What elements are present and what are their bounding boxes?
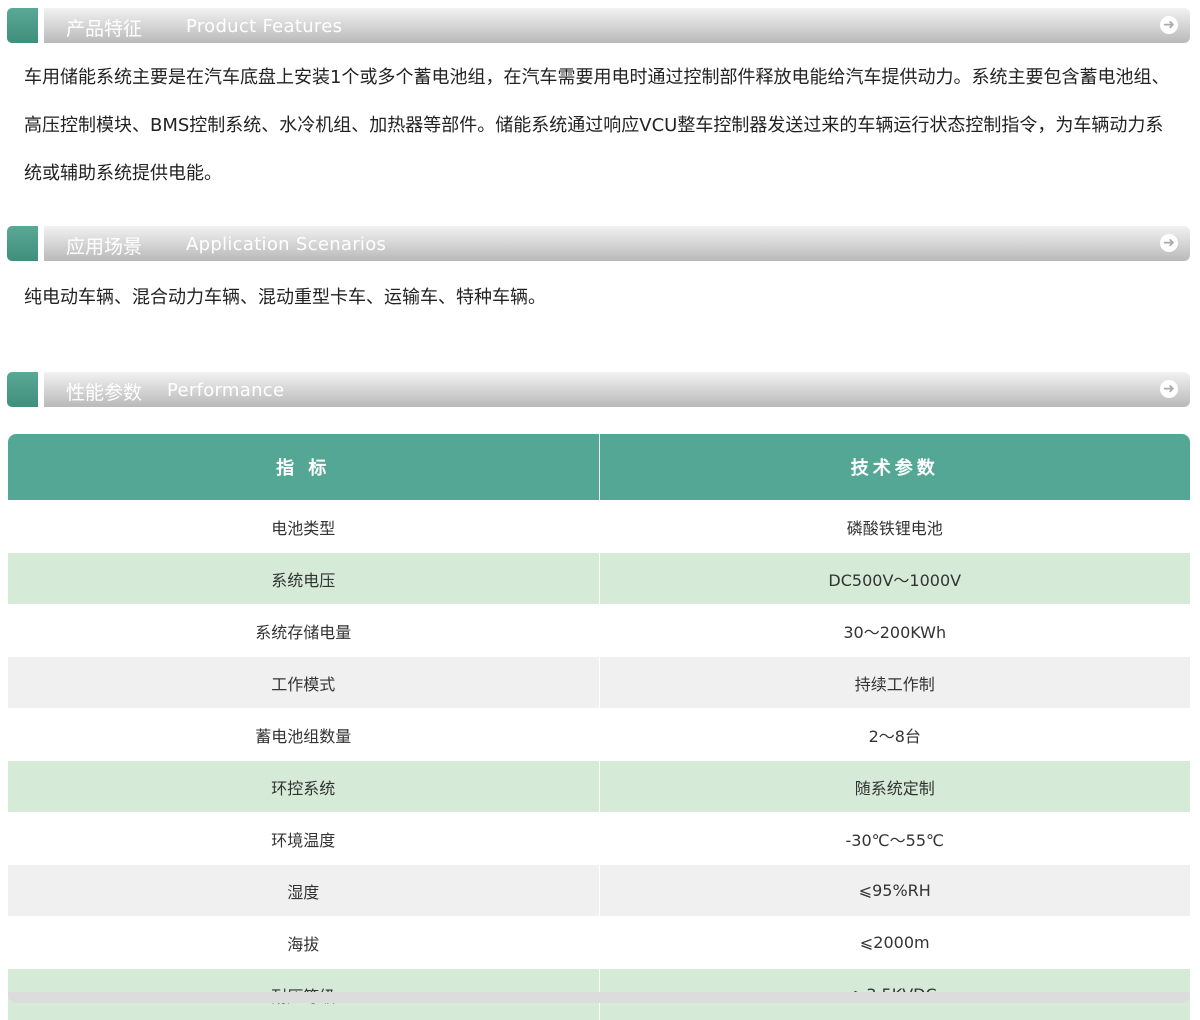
section-header-features: 产品特征 Product Features ➜ <box>7 8 1190 43</box>
indicator-cell: 蓄电池组数量 <box>8 709 599 761</box>
section-header-performance: 性能参数 Performance ➜ <box>7 372 1190 407</box>
parameter-cell: 磷酸铁锂电池 <box>599 501 1190 553</box>
indicator-cell: 环控系统 <box>8 761 599 813</box>
arrow-right-circle-icon[interactable]: ➜ <box>1160 16 1178 34</box>
table-row: 环境温度-30℃～55℃ <box>8 813 1190 865</box>
section-marker <box>7 226 38 261</box>
scenarios-text: 纯电动车辆、混合动力车辆、混动重型卡车、运输车、特种车辆。 <box>24 274 1174 322</box>
table-row: 电池类型磷酸铁锂电池 <box>8 501 1190 553</box>
section-title-cn: 产品特征 <box>66 14 142 41</box>
header-parameter: 技术参数 <box>599 434 1190 501</box>
parameter-cell: 2～8台 <box>599 709 1190 761</box>
table-row: 湿度⩽95%RH <box>8 865 1190 917</box>
parameter-cell: ⩽2000m <box>599 917 1190 969</box>
parameter-cell: ⩽95%RH <box>599 865 1190 917</box>
indicator-cell: 环境温度 <box>8 813 599 865</box>
indicator-cell: 电池类型 <box>8 501 599 553</box>
arrow-right-circle-icon[interactable]: ➜ <box>1160 380 1178 398</box>
indicator-cell: 系统电压 <box>8 553 599 605</box>
section-title-en: Performance <box>167 380 284 401</box>
table-row: 工作模式持续工作制 <box>8 657 1190 709</box>
section-title-en: Application Scenarios <box>186 234 386 255</box>
section-header-scenarios: 应用场景 Application Scenarios ➜ <box>7 226 1190 261</box>
indicator-cell: 工作模式 <box>8 657 599 709</box>
parameter-cell: DC500V～1000V <box>599 553 1190 605</box>
section-marker <box>7 372 38 407</box>
table-row: 环控系统随系统定制 <box>8 761 1190 813</box>
parameter-cell: -30℃～55℃ <box>599 813 1190 865</box>
section-title-cn: 性能参数 <box>66 378 142 405</box>
indicator-cell: 系统存储电量 <box>8 605 599 657</box>
table-footer <box>8 992 1190 1003</box>
section-marker <box>7 8 38 43</box>
indicator-cell: 湿度 <box>8 865 599 917</box>
parameter-cell: 30～200KWh <box>599 605 1190 657</box>
features-text: 车用储能系统主要是在汽车底盘上安装1个或多个蓄电池组，在汽车需要用电时通过控制部… <box>24 54 1174 198</box>
header-indicator: 指 标 <box>8 434 599 501</box>
section-title-cn: 应用场景 <box>66 232 142 259</box>
table-row: 海拔⩽2000m <box>8 917 1190 969</box>
parameter-cell: 持续工作制 <box>599 657 1190 709</box>
parameter-cell: 随系统定制 <box>599 761 1190 813</box>
indicator-cell: 海拔 <box>8 917 599 969</box>
arrow-right-circle-icon[interactable]: ➜ <box>1160 234 1178 252</box>
section-title-en: Product Features <box>186 16 342 37</box>
